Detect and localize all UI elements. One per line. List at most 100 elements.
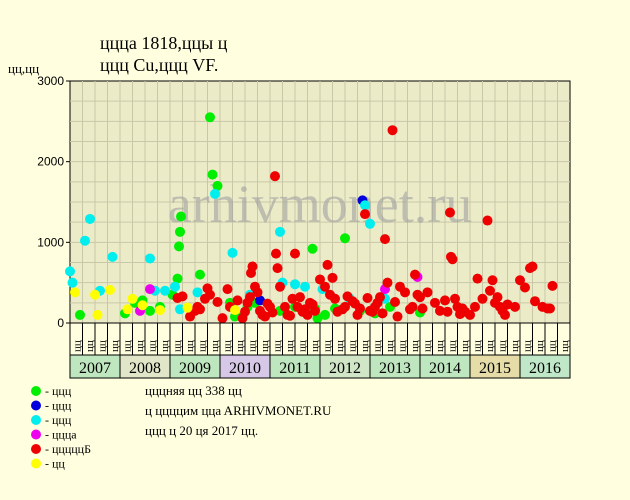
data-point <box>217 313 228 324</box>
legend-label: - ццц <box>45 413 72 427</box>
quarter-label: цц <box>334 340 346 352</box>
year-label: 2016 <box>529 360 561 377</box>
data-point <box>252 287 263 298</box>
data-point <box>310 305 320 316</box>
data-point <box>127 293 138 304</box>
quarter-label: цц <box>209 340 221 352</box>
data-point <box>177 291 188 302</box>
quarter-label: цц <box>321 340 333 352</box>
legend: - ццц- ццц- ццц- цццa- цццццБ- цц <box>31 384 91 471</box>
data-point <box>485 285 495 296</box>
data-point <box>212 180 223 191</box>
data-point <box>255 295 265 306</box>
legend-label: - цц <box>45 457 65 471</box>
legend-marker <box>31 415 41 425</box>
data-point <box>377 308 388 319</box>
data-point <box>390 297 400 308</box>
data-point <box>85 213 95 224</box>
legend-marker <box>31 386 41 396</box>
quarter-label: цц <box>159 340 171 352</box>
data-point <box>232 295 243 306</box>
quarter-label: цц <box>371 340 383 352</box>
data-point <box>240 306 250 317</box>
data-point <box>137 300 148 311</box>
quarter-label: цц <box>221 340 233 352</box>
data-point <box>67 277 78 288</box>
quarter-label: цц <box>196 340 208 352</box>
data-point <box>105 284 115 295</box>
data-point <box>247 261 258 272</box>
data-point <box>527 261 538 272</box>
year-label: 2014 <box>429 360 461 377</box>
quarter-label: цц <box>421 340 433 352</box>
data-point <box>295 292 305 303</box>
y-tick-label: 1000 <box>37 235 64 249</box>
data-point <box>422 287 433 298</box>
quarter-label: цц <box>171 340 183 352</box>
data-point <box>212 297 223 308</box>
data-point <box>270 171 280 182</box>
legend-marker <box>31 400 41 411</box>
quarter-label: цц <box>284 340 296 352</box>
x-axis: цц цц цц цц цц цц цц цц цц цц цц цц цц цц цц цц цц цц цц цц… <box>69 322 571 379</box>
data-point <box>65 266 75 277</box>
quarter-label: цц <box>534 340 546 352</box>
quarter-label: цц <box>134 340 146 352</box>
data-point <box>90 289 100 300</box>
data-point <box>520 282 530 293</box>
quarter-label: цц <box>309 340 321 352</box>
data-point <box>302 309 313 320</box>
quarter-label: цц <box>96 340 108 352</box>
data-point <box>227 247 238 258</box>
data-points <box>65 112 558 324</box>
data-point <box>407 301 418 312</box>
data-point <box>207 169 218 180</box>
data-point <box>365 218 375 229</box>
quarter-label: цц <box>259 340 271 352</box>
data-point <box>145 253 155 264</box>
quarter-label: цц <box>509 340 521 352</box>
quarter-label: цц <box>346 340 358 352</box>
footer-line1: цццняя цц 338 цц <box>145 383 242 398</box>
quarter-label: цц <box>71 340 83 352</box>
data-point <box>545 303 555 314</box>
data-point <box>260 311 270 322</box>
data-point <box>320 309 330 320</box>
data-point <box>510 301 520 312</box>
data-point <box>375 292 385 303</box>
data-point <box>122 304 133 315</box>
data-point <box>145 284 155 295</box>
data-point <box>245 292 255 303</box>
quarter-label: цц <box>271 340 283 352</box>
legend-label: - ццц <box>45 384 72 398</box>
quarter-label: цц <box>409 340 421 352</box>
data-point <box>450 293 460 304</box>
quarter-label: цц <box>121 340 133 352</box>
y-axis-unit: цц,цц <box>8 61 39 76</box>
data-point <box>290 248 300 259</box>
quarter-label: цц <box>559 340 571 352</box>
data-point <box>176 211 186 222</box>
legend-marker <box>31 444 41 454</box>
data-point <box>322 259 333 270</box>
data-point <box>430 297 440 308</box>
data-point <box>387 125 398 136</box>
year-label: 2010 <box>229 360 261 377</box>
data-point <box>175 226 185 237</box>
data-point <box>145 305 155 316</box>
data-point <box>210 188 220 199</box>
quarter-label: цц <box>546 340 558 352</box>
legend-label: - цццццБ <box>45 442 91 456</box>
year-band <box>519 354 571 379</box>
year-label: 2012 <box>329 360 361 377</box>
data-point <box>442 306 453 317</box>
quarter-label: цц <box>146 340 158 352</box>
data-point <box>160 285 170 296</box>
y-tick-label: 0 <box>57 316 64 330</box>
data-point <box>205 289 215 300</box>
chart-title-line2: ццц Cu,ццц VF. <box>100 55 218 75</box>
data-point <box>340 301 350 312</box>
data-point <box>360 200 370 211</box>
data-point <box>417 303 428 314</box>
